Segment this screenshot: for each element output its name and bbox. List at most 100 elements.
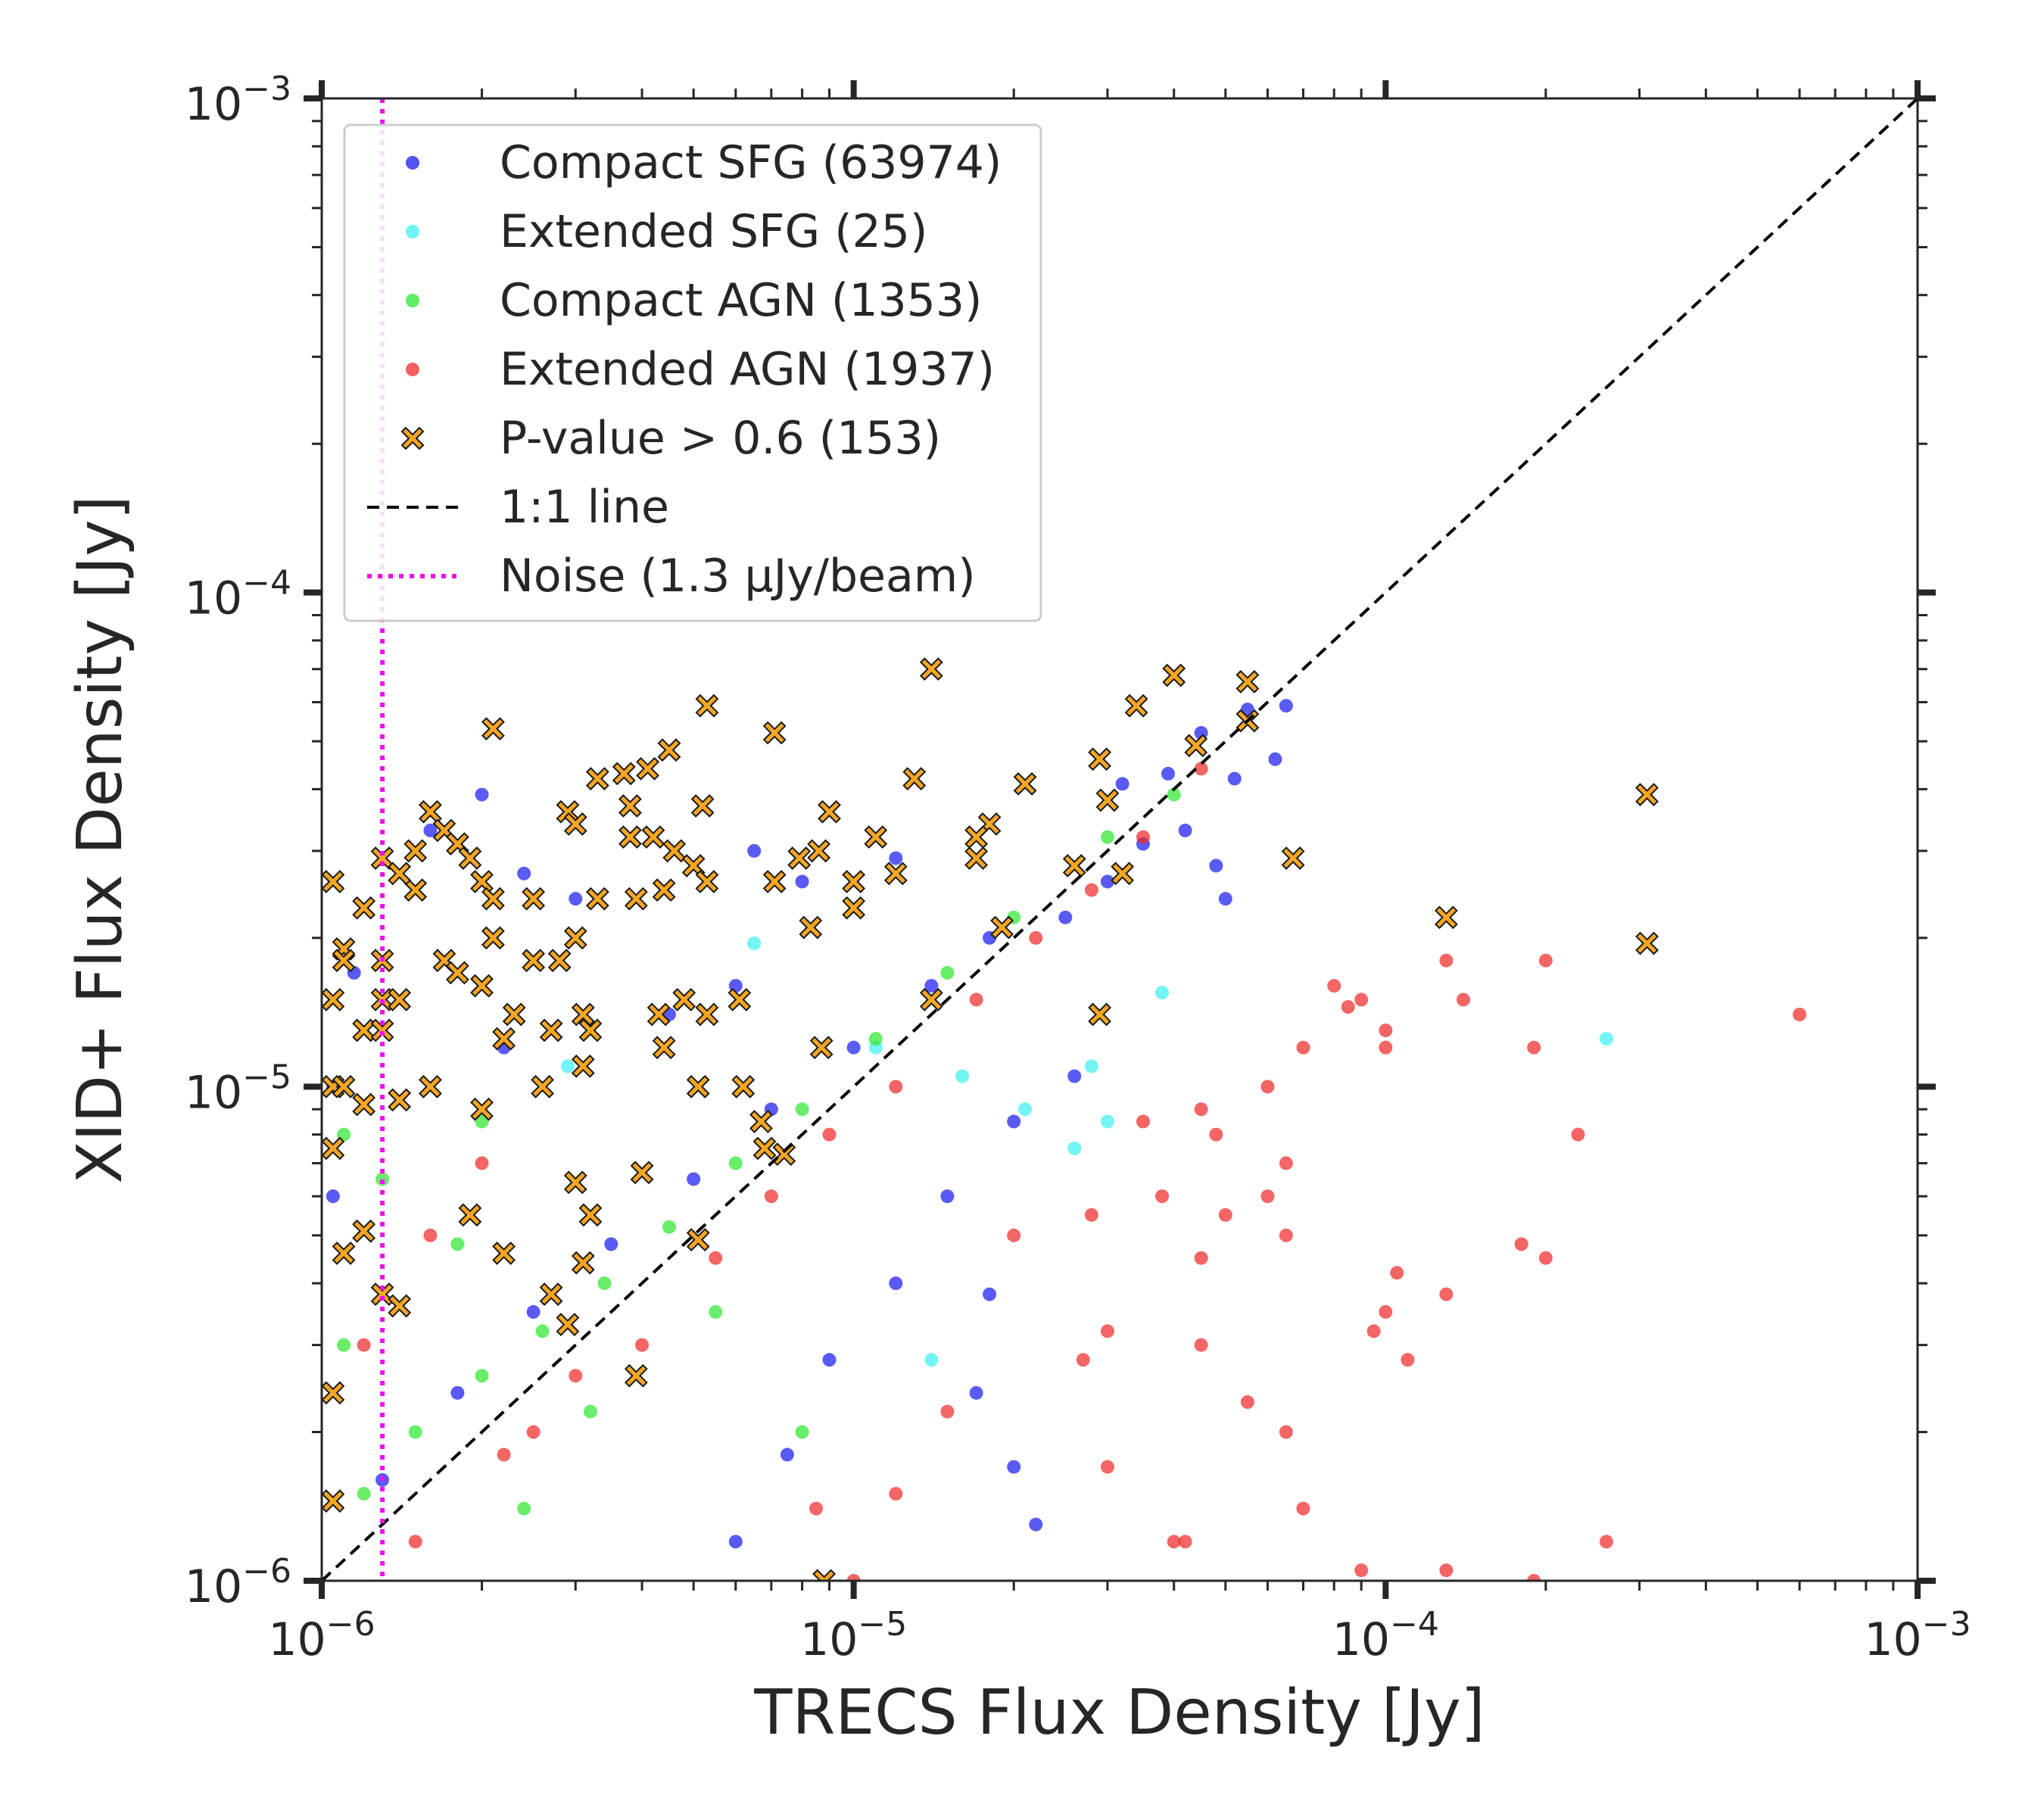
data-point-extended-agn [969, 993, 983, 1007]
legend-label: Compact AGN (1353) [500, 274, 982, 327]
data-point-extended-agn [1354, 1563, 1369, 1578]
pvalue-marker [1635, 783, 1659, 806]
pvalue-marker [419, 799, 442, 824]
data-point-extended-agn [1279, 1228, 1293, 1242]
pvalue-marker [647, 1002, 671, 1027]
pvalue-marker [585, 887, 609, 911]
data-point-compact-agn [475, 1114, 489, 1129]
legend-entry: Extended AGN (1937) [406, 343, 995, 396]
pvalue-marker [470, 1097, 494, 1121]
data-point-compact-agn [795, 1425, 809, 1439]
data-point-extended-agn [1379, 1040, 1393, 1055]
data-point-compact-agn [1100, 830, 1114, 844]
data-point-extended-agn [822, 1127, 837, 1142]
data-point-extended-agn [423, 1228, 438, 1242]
axis-ticks [304, 80, 1936, 1599]
data-point-extended-agn [1354, 993, 1369, 1007]
legend-marker [406, 225, 419, 238]
y-tick-label: 10−6 [185, 1552, 291, 1613]
pvalue-marker [990, 915, 1014, 940]
data-point-compact-agn [357, 1487, 371, 1501]
series-extended-agn [357, 762, 1807, 1581]
y-tick-label: 10−3 [185, 70, 291, 131]
data-point-extended-agn [357, 1338, 371, 1352]
x-tick-label: 10−3 [1864, 1605, 1971, 1666]
pvalue-marker [531, 1074, 555, 1099]
y-tick-label: 10−5 [185, 1058, 291, 1119]
pvalue-marker [864, 825, 888, 849]
pvalue-marker [1124, 693, 1148, 718]
data-point-extended-agn [764, 1189, 778, 1204]
pvalue-marker [563, 926, 587, 950]
pvalue-marker [1095, 788, 1120, 812]
pvalue-marker [883, 862, 908, 886]
data-point-compact-agn [597, 1276, 612, 1291]
data-point-compact-sfg [747, 843, 762, 858]
pvalue-marker [563, 1170, 587, 1195]
pvalue-marker [672, 987, 696, 1011]
data-point-extended-sfg [1100, 1114, 1114, 1129]
pvalue-marker [481, 926, 505, 950]
pvalue-marker [762, 721, 787, 745]
pvalue-marker [787, 846, 812, 870]
data-point-compact-agn [375, 1172, 390, 1186]
data-point-compact-sfg [983, 1287, 997, 1301]
data-point-extended-sfg [747, 936, 762, 951]
pvalue-marker [1013, 771, 1037, 796]
pvalue-marker [502, 1002, 526, 1027]
pvalue-marker [388, 1294, 412, 1318]
x-axis-label: TRECS Flux Density [Jy] [753, 1677, 1485, 1749]
pvalue-marker [842, 870, 866, 893]
data-point-compact-agn [535, 1324, 550, 1339]
pvalue-marker [522, 887, 546, 911]
data-point-extended-agn [569, 1369, 583, 1383]
data-point-extended-sfg [955, 1069, 970, 1083]
pvalue-marker [370, 1018, 394, 1042]
data-point-compact-agn [795, 1102, 809, 1117]
data-point-compact-sfg [450, 1385, 465, 1400]
data-point-compact-agn [662, 1220, 676, 1234]
data-point-extended-agn [846, 1574, 861, 1581]
data-point-compact-sfg [1279, 699, 1293, 713]
data-point-extended-agn [1167, 1535, 1181, 1549]
pvalue-marker [585, 767, 609, 790]
data-point-extended-agn [1100, 1460, 1114, 1474]
pvalue-marker [919, 987, 943, 1011]
pvalue-marker [919, 657, 943, 681]
data-point-compact-agn [517, 1501, 531, 1516]
pvalue-marker [578, 1018, 603, 1042]
pvalue-marker [728, 987, 752, 1011]
pvalue-marker [686, 1074, 710, 1099]
data-point-extended-agn [1341, 1000, 1355, 1014]
one-to-one-line [322, 98, 1918, 1581]
data-point-compact-sfg [822, 1353, 837, 1367]
pvalue-marker [1088, 1002, 1111, 1027]
pvalue-marker [762, 870, 787, 893]
data-point-extended-agn [1194, 762, 1208, 776]
data-point-extended-agn [1155, 1189, 1170, 1204]
data-point-extended-agn [1793, 1007, 1807, 1021]
pvalue-marker [807, 839, 831, 863]
data-point-extended-agn [1178, 1535, 1192, 1549]
pvalue-marker [652, 1036, 676, 1060]
data-point-extended-agn [1260, 1080, 1275, 1094]
legend-entry: P-value > 0.6 (153) [400, 412, 941, 465]
pvalue-marker [799, 915, 823, 940]
pvalue-marker [352, 1092, 376, 1117]
data-point-extended-agn [1296, 1040, 1310, 1055]
data-point-compact-agn [450, 1237, 465, 1251]
data-point-extended-agn [889, 1487, 903, 1501]
pvalue-marker [522, 949, 546, 973]
pvalue-marker [571, 1054, 595, 1078]
pvalue-marker [630, 1161, 654, 1185]
data-point-extended-sfg [1155, 986, 1170, 1000]
data-point-extended-agn [1527, 1040, 1541, 1055]
pvalue-marker [809, 1036, 833, 1060]
legend-marker [400, 426, 425, 450]
pvalue-marker [556, 1313, 580, 1336]
pvalue-marker [652, 878, 676, 902]
data-point-extended-agn [1209, 1127, 1223, 1142]
pvalue-marker [1162, 663, 1186, 687]
data-point-compact-sfg [517, 866, 531, 880]
